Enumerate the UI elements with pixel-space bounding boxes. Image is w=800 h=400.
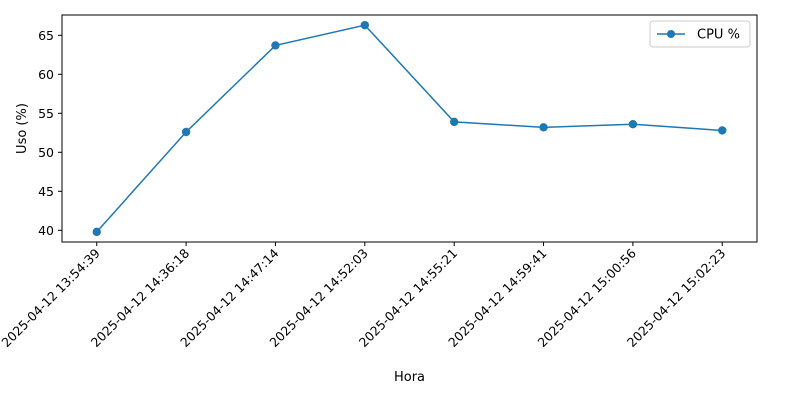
legend-label: CPU % (697, 28, 740, 43)
data-point (449, 117, 459, 127)
legend-marker (667, 30, 675, 38)
series-line (96, 24, 723, 233)
y-tick-label: 50 (38, 145, 54, 160)
data-point (360, 20, 370, 30)
x-tick-label: 2025-04-12 15:02:23 (624, 246, 728, 350)
data-point (92, 227, 101, 237)
legend-box (649, 20, 751, 48)
x-axis-label: Hora (394, 370, 425, 385)
data-point (539, 123, 548, 132)
data-point (181, 127, 191, 137)
x-tick-label: 2025-04-12 14:55:21 (356, 246, 460, 350)
y-tick-label: 55 (38, 106, 54, 121)
x-tick-label: 2025-04-12 15:00:56 (535, 245, 640, 350)
data-point (271, 41, 280, 50)
plot-frame (61, 14, 758, 243)
x-tick-label: 2025-04-12 13:54:39 (0, 245, 103, 350)
y-tick-label: 65 (38, 28, 54, 43)
x-tick-label: 2025-04-12 14:47:14 (177, 245, 282, 350)
y-tick-label: 45 (38, 184, 54, 199)
x-tick-label: 2025-04-12 14:36:18 (88, 245, 193, 350)
series-layer (92, 20, 727, 237)
y-tick-label: 40 (38, 223, 54, 238)
legend: CPU % (649, 20, 751, 48)
data-point (628, 120, 638, 129)
y-axis-label: Uso (%) (15, 103, 30, 154)
x-tick-label: 2025-04-12 14:59:41 (445, 246, 549, 350)
y-tick-label: 60 (38, 67, 54, 82)
data-point (718, 126, 727, 135)
x-tick-label: 2025-04-12 14:52:03 (266, 246, 370, 350)
y-axis-ticks: 40 45 50 55 60 65 (38, 28, 62, 238)
